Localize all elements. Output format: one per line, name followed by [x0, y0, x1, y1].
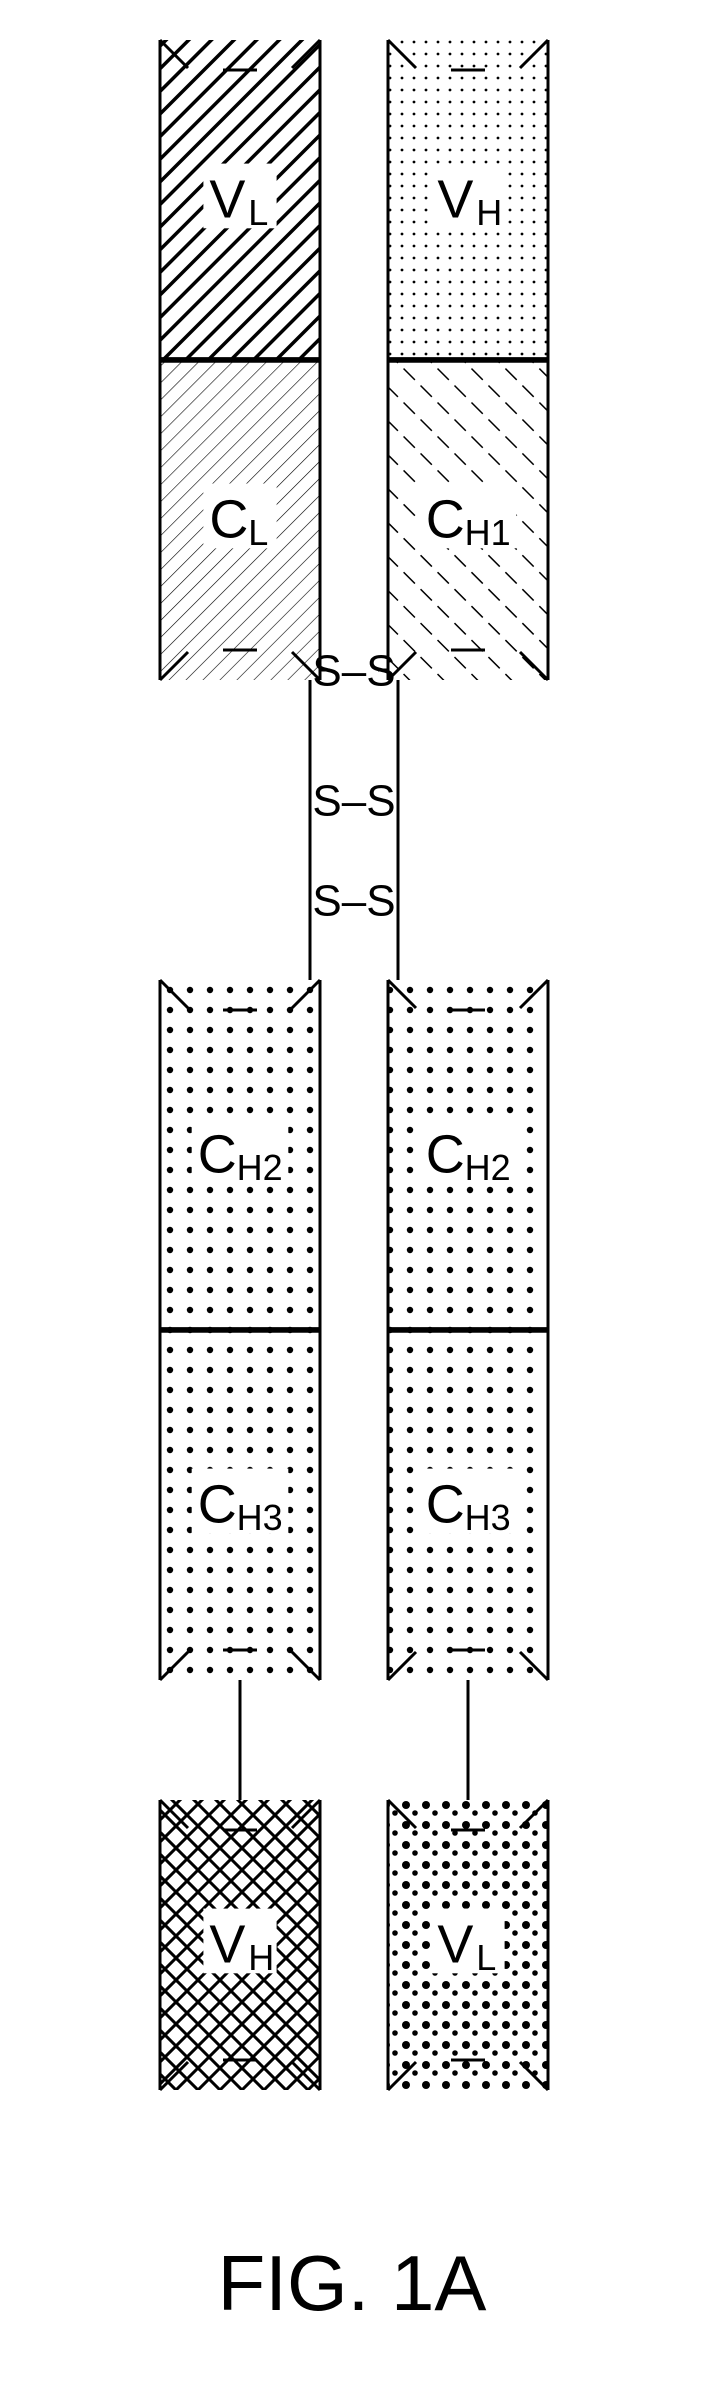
domain-VH_bot: VH: [160, 1800, 320, 2090]
figure-container: VLCLVHCH1CH2CH2CH3CH3VHVLS–SS–SS–SFIG. 1…: [0, 0, 705, 2384]
disulfide-label-2: S–S: [312, 876, 395, 925]
svg-text:H3: H3: [465, 1497, 511, 1538]
svg-text:H3: H3: [237, 1497, 283, 1538]
domain-CL: CL: [160, 360, 320, 680]
domain-VH_top: VH: [388, 40, 548, 360]
svg-text:L: L: [476, 1937, 496, 1978]
domain-CH3-right: CH3: [388, 1330, 548, 1680]
svg-text:H: H: [476, 192, 502, 233]
domain-CH3-left: CH3: [160, 1330, 320, 1680]
svg-text:L: L: [248, 512, 268, 553]
svg-text:C: C: [426, 1124, 465, 1184]
svg-text:H: H: [248, 1937, 274, 1978]
svg-text:H1: H1: [465, 512, 511, 553]
domain-VL_bot: VL: [388, 1800, 548, 2090]
svg-text:C: C: [426, 489, 465, 549]
svg-text:C: C: [198, 1124, 237, 1184]
domain-CH2-left: CH2: [160, 980, 320, 1330]
svg-text:V: V: [209, 169, 245, 229]
svg-text:V: V: [437, 1914, 473, 1974]
svg-text:H2: H2: [237, 1147, 283, 1188]
domain-VL_top: VL: [160, 40, 320, 360]
svg-text:C: C: [198, 1474, 237, 1534]
domain-CH1: CH1: [388, 360, 548, 680]
svg-text:H2: H2: [465, 1147, 511, 1188]
svg-text:V: V: [437, 169, 473, 229]
svg-text:L: L: [248, 192, 268, 233]
svg-text:V: V: [209, 1914, 245, 1974]
figure-caption: FIG. 1A: [218, 2239, 487, 2327]
disulfide-label-1: S–S: [312, 776, 395, 825]
domain-CH2-right: CH2: [388, 980, 548, 1330]
svg-text:C: C: [426, 1474, 465, 1534]
svg-text:C: C: [209, 489, 248, 549]
